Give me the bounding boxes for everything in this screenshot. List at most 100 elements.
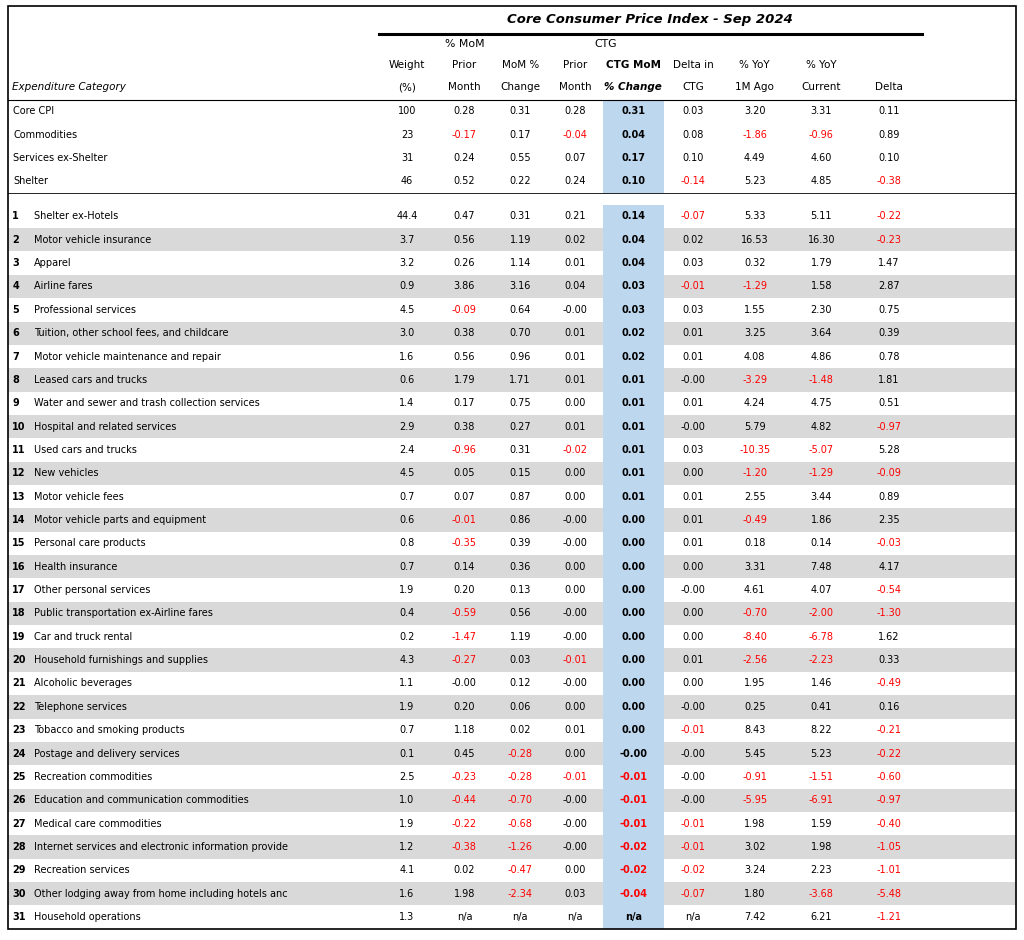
- Text: 0.03: 0.03: [622, 305, 645, 315]
- Text: 18: 18: [12, 608, 26, 619]
- Text: -8.40: -8.40: [742, 632, 767, 642]
- Text: 4.3: 4.3: [399, 655, 415, 666]
- Text: -0.04: -0.04: [620, 888, 647, 899]
- Text: 0.4: 0.4: [399, 608, 415, 619]
- Text: 0.6: 0.6: [399, 515, 415, 525]
- Text: 1M Ago: 1M Ago: [735, 83, 774, 92]
- Text: 0.01: 0.01: [564, 258, 586, 268]
- Text: 3: 3: [12, 258, 19, 268]
- Text: 0.00: 0.00: [622, 679, 645, 688]
- Text: 7: 7: [12, 352, 19, 362]
- Text: Hospital and related services: Hospital and related services: [34, 422, 176, 431]
- Bar: [8, 345, 1016, 368]
- Text: 0.24: 0.24: [454, 153, 475, 163]
- Text: 2.30: 2.30: [811, 305, 831, 315]
- Text: n/a: n/a: [685, 912, 701, 922]
- Bar: [603, 836, 664, 858]
- Bar: [603, 696, 664, 718]
- Text: Core CPI: Core CPI: [13, 106, 54, 117]
- Text: 27: 27: [12, 819, 26, 829]
- Text: -0.44: -0.44: [452, 795, 477, 806]
- Bar: [8, 602, 1016, 625]
- Text: 3.7: 3.7: [399, 235, 415, 244]
- Text: 26: 26: [12, 795, 26, 806]
- Text: -1.29: -1.29: [809, 468, 834, 478]
- Text: -5.95: -5.95: [742, 795, 767, 806]
- Text: 1.19: 1.19: [510, 632, 530, 642]
- Bar: [603, 858, 664, 882]
- Text: 4.85: 4.85: [811, 177, 831, 186]
- Text: -0.02: -0.02: [620, 866, 647, 875]
- Bar: [8, 415, 1016, 438]
- Text: Recreation services: Recreation services: [34, 866, 129, 875]
- Text: -3.29: -3.29: [742, 375, 767, 384]
- Bar: [603, 123, 664, 147]
- Text: -0.00: -0.00: [681, 422, 706, 431]
- Text: 16.53: 16.53: [741, 235, 768, 244]
- Text: Motor vehicle parts and equipment: Motor vehicle parts and equipment: [34, 515, 206, 525]
- Text: -0.23: -0.23: [452, 772, 477, 782]
- Bar: [603, 649, 664, 672]
- Bar: [8, 509, 1016, 532]
- Text: -0.00: -0.00: [681, 795, 706, 806]
- Text: 0.28: 0.28: [564, 106, 586, 117]
- Text: 1.4: 1.4: [399, 399, 415, 408]
- Text: 0.00: 0.00: [683, 632, 703, 642]
- Bar: [8, 765, 1016, 789]
- Text: -1.47: -1.47: [452, 632, 477, 642]
- Text: 0.00: 0.00: [683, 608, 703, 619]
- Text: 16.30: 16.30: [808, 235, 835, 244]
- Text: -0.38: -0.38: [452, 842, 477, 852]
- Text: 1.71: 1.71: [510, 375, 530, 384]
- Bar: [8, 368, 1016, 392]
- Bar: [8, 321, 1016, 345]
- Text: -0.07: -0.07: [681, 212, 706, 222]
- Text: Delta: Delta: [874, 83, 903, 92]
- Text: 4.82: 4.82: [811, 422, 831, 431]
- Bar: [8, 672, 1016, 696]
- Text: Used cars and trucks: Used cars and trucks: [34, 445, 136, 455]
- Text: 4.07: 4.07: [811, 585, 831, 595]
- Text: 1.55: 1.55: [743, 305, 766, 315]
- Text: 0.01: 0.01: [683, 352, 703, 362]
- Text: -0.38: -0.38: [877, 177, 901, 186]
- Text: 0.02: 0.02: [622, 328, 645, 338]
- Text: -0.49: -0.49: [877, 679, 901, 688]
- Text: 15: 15: [12, 539, 26, 548]
- Text: Tuition, other school fees, and childcare: Tuition, other school fees, and childcar…: [34, 328, 228, 338]
- Text: 16: 16: [12, 562, 26, 572]
- Text: 1.58: 1.58: [811, 281, 831, 291]
- Text: 1: 1: [12, 212, 19, 222]
- Bar: [603, 485, 664, 509]
- Text: 3.16: 3.16: [510, 281, 530, 291]
- Text: 0.04: 0.04: [622, 235, 645, 244]
- Text: -0.35: -0.35: [452, 539, 477, 548]
- Text: 0.00: 0.00: [622, 562, 645, 572]
- Bar: [8, 649, 1016, 672]
- Text: -0.03: -0.03: [877, 539, 901, 548]
- Text: 0.01: 0.01: [622, 445, 645, 455]
- Bar: [8, 742, 1016, 765]
- Text: 1.81: 1.81: [879, 375, 899, 384]
- Bar: [8, 836, 1016, 858]
- Text: 3.0: 3.0: [399, 328, 415, 338]
- Text: 0.00: 0.00: [622, 702, 645, 712]
- Text: Apparel: Apparel: [34, 258, 72, 268]
- Text: 0.01: 0.01: [564, 375, 586, 384]
- Text: 0.04: 0.04: [622, 130, 645, 140]
- Text: -0.02: -0.02: [681, 866, 706, 875]
- Text: Shelter: Shelter: [13, 177, 48, 186]
- Text: Services ex-Shelter: Services ex-Shelter: [13, 153, 108, 163]
- Text: 0.01: 0.01: [683, 515, 703, 525]
- Bar: [8, 170, 1016, 193]
- Text: CTG: CTG: [682, 83, 705, 92]
- Bar: [8, 462, 1016, 485]
- Text: 0.03: 0.03: [622, 281, 645, 291]
- Text: -0.02: -0.02: [562, 445, 588, 455]
- Text: 1.95: 1.95: [744, 679, 765, 688]
- Text: 0.08: 0.08: [683, 130, 703, 140]
- Text: -0.54: -0.54: [877, 585, 901, 595]
- Text: -0.68: -0.68: [508, 819, 532, 829]
- Bar: [8, 438, 1016, 462]
- Text: 0.38: 0.38: [454, 328, 475, 338]
